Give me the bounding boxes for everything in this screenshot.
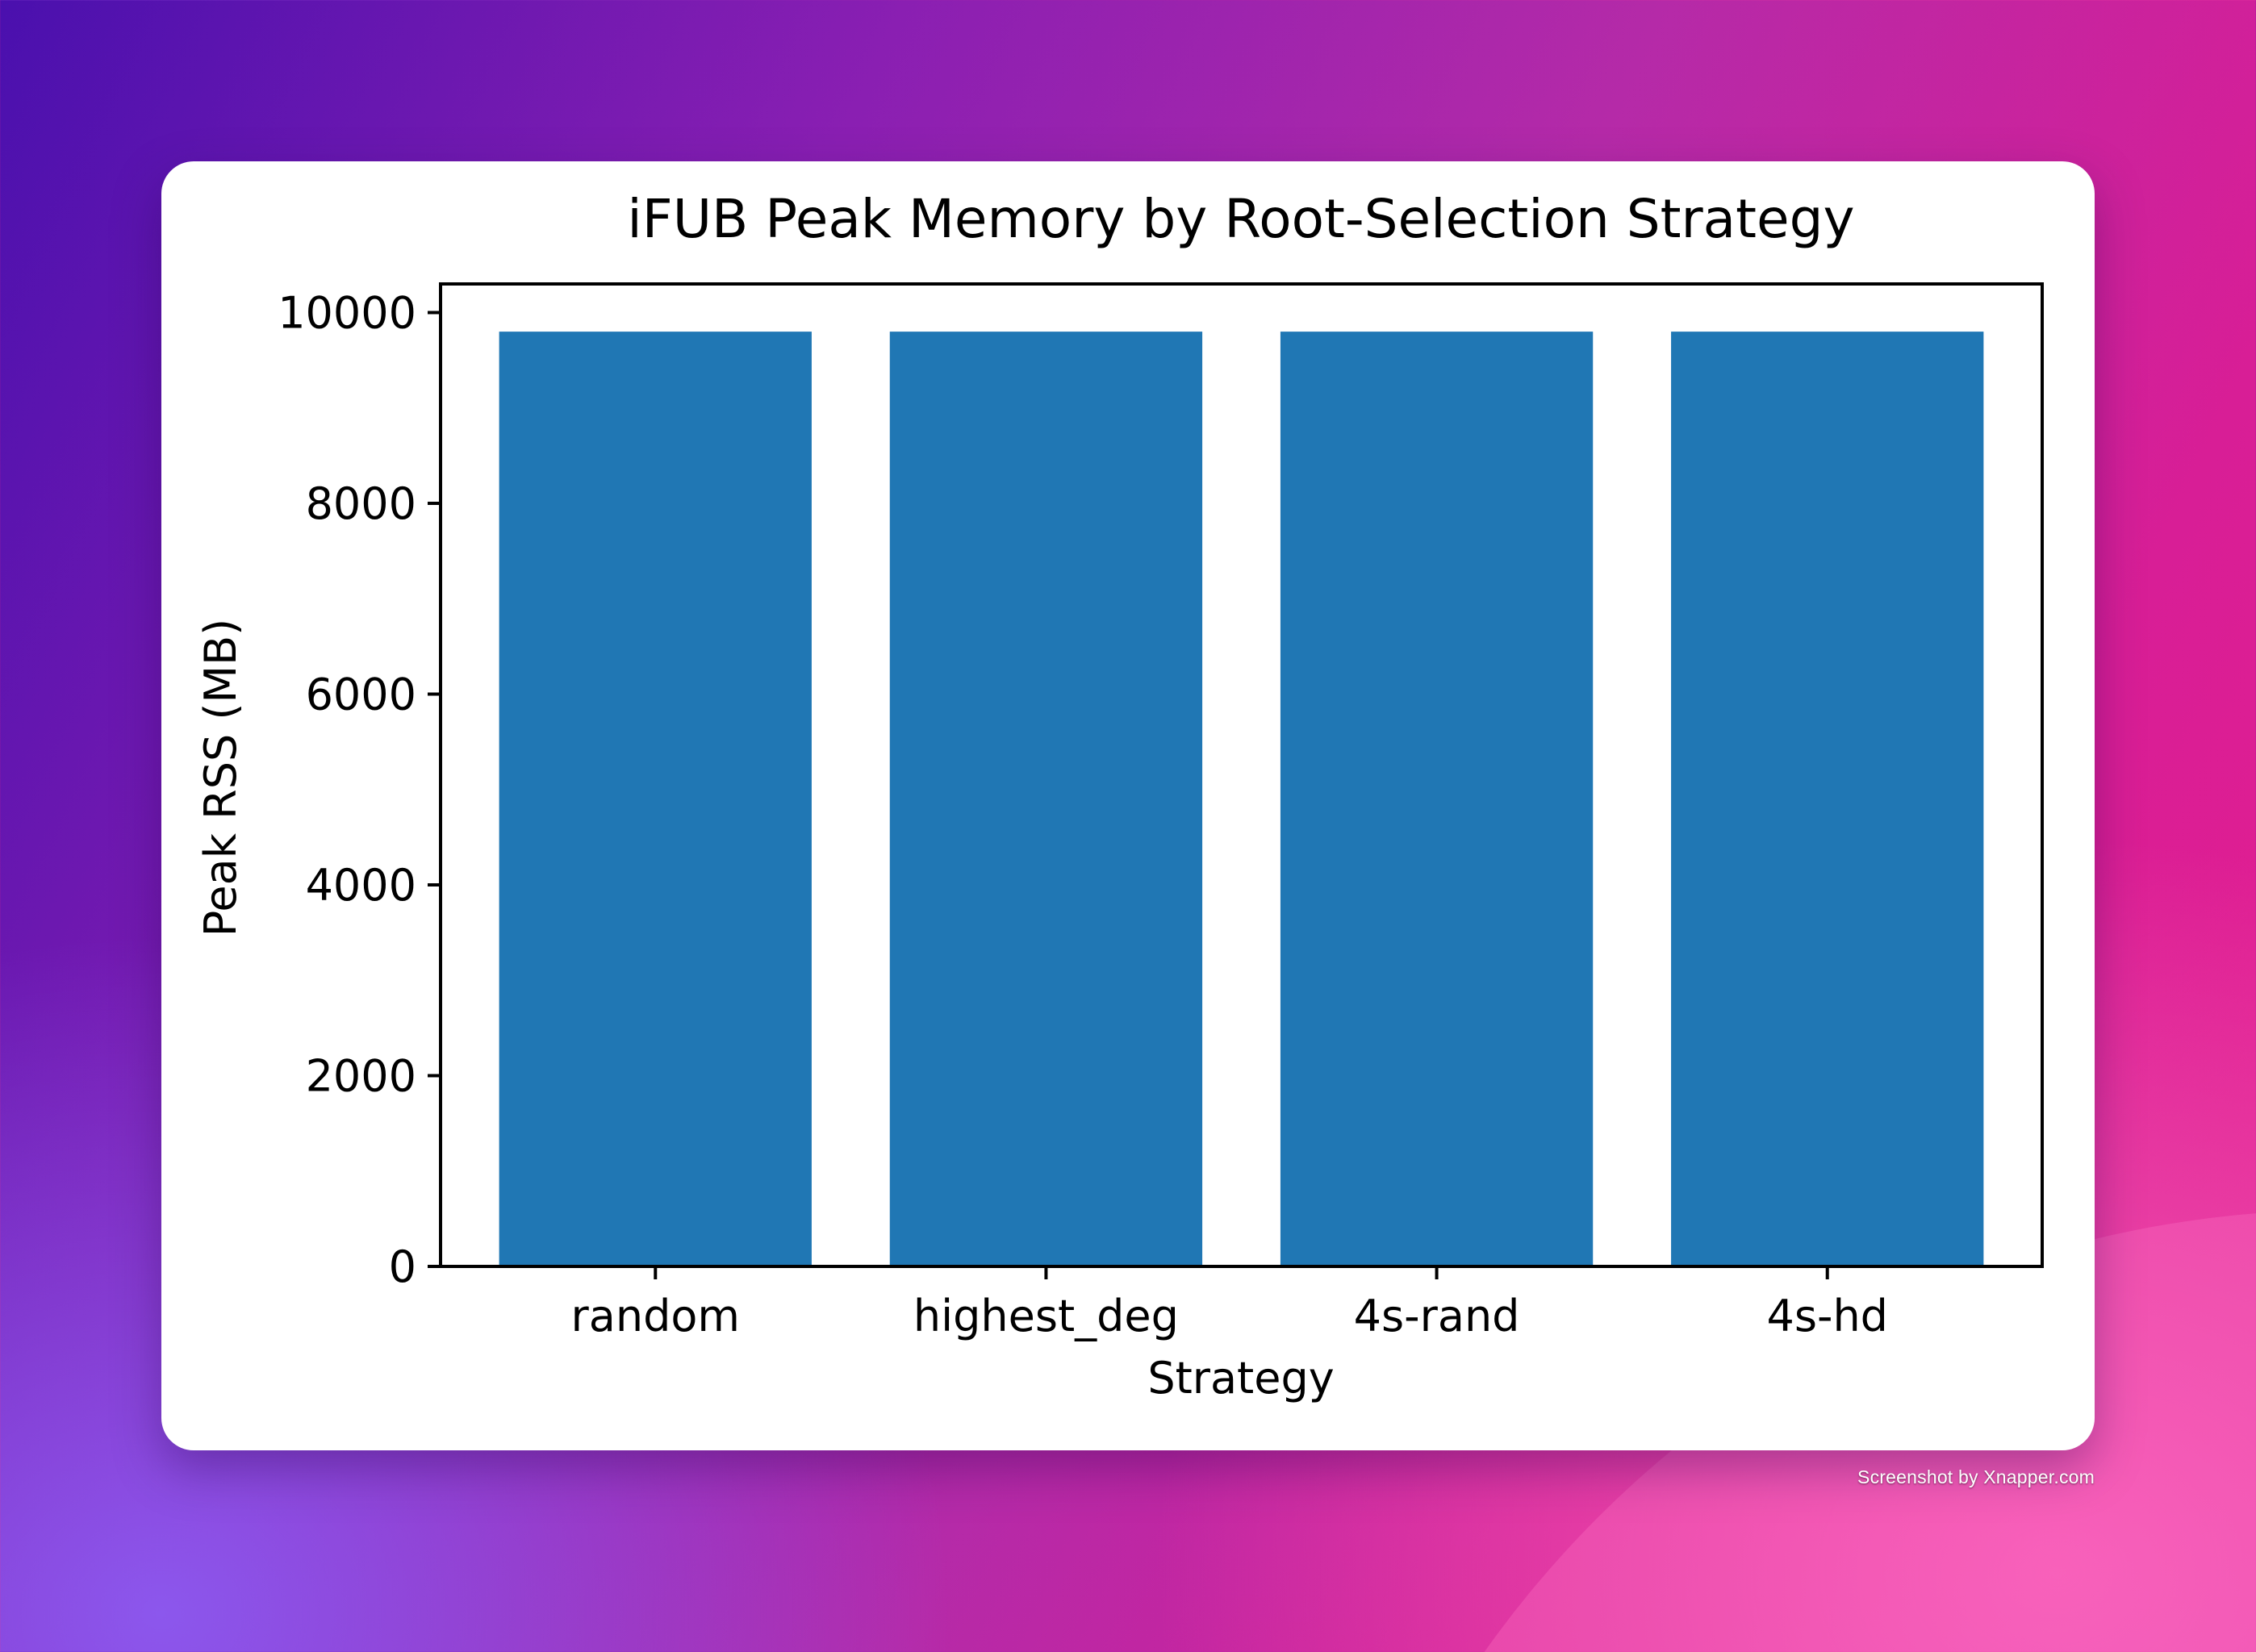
y-axis: 0 2000 4000 6000 8000 10000 [278, 287, 441, 1292]
x-tick-label: 4s-rand [1354, 1291, 1520, 1341]
bar-highest_deg [889, 332, 1203, 1266]
x-axis-label: Strategy [1147, 1353, 1334, 1404]
chart-card: iFUB Peak Memory by Root-Selection Strat… [161, 161, 2095, 1450]
x-axis: random highest_deg 4s-rand 4s-hd [571, 1266, 1888, 1341]
y-tick-label: 4000 [306, 860, 416, 911]
x-tick-label: highest_deg [913, 1291, 1179, 1341]
x-tick-label: 4s-hd [1766, 1291, 1887, 1341]
bar-chart: iFUB Peak Memory by Root-Selection Strat… [195, 188, 2044, 1404]
watermark-text: Screenshot by Xnapper.com [1857, 1466, 2095, 1487]
bar-4s-rand [1280, 332, 1594, 1266]
y-tick-label: 8000 [306, 478, 416, 529]
y-tick-label: 2000 [306, 1050, 416, 1101]
x-tick-label: random [571, 1291, 740, 1341]
y-axis-label: Peak RSS (MB) [195, 619, 246, 937]
chart-title: iFUB Peak Memory by Root-Selection Strat… [627, 188, 1854, 250]
bar-random [499, 332, 812, 1266]
y-tick-label: 6000 [306, 669, 416, 720]
y-tick-label: 10000 [278, 287, 416, 338]
plot-frame [439, 282, 2044, 1268]
bar-4s-hd [1671, 332, 1984, 1266]
bars-group [499, 332, 1984, 1266]
y-tick-label: 0 [389, 1241, 416, 1292]
